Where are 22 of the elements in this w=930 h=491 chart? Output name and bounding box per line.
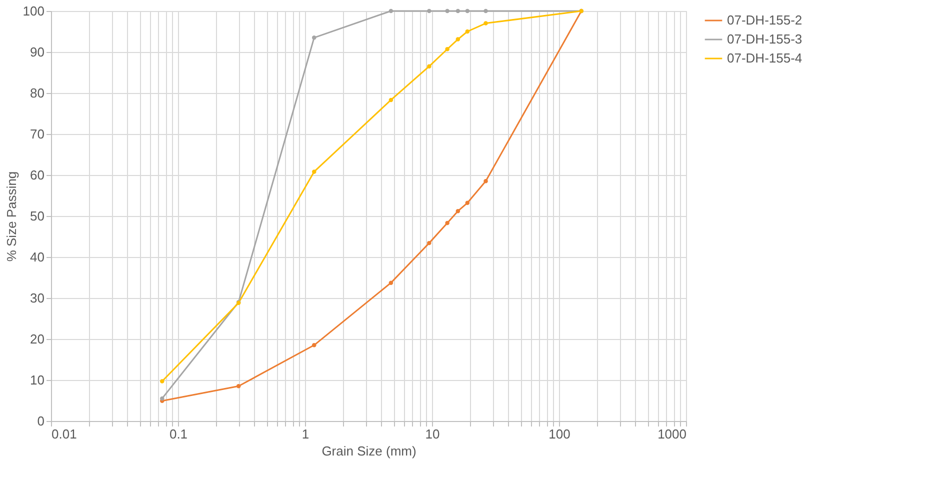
y-axis-title: % Size Passing — [4, 171, 19, 262]
y-tick-label: 0 — [37, 414, 44, 428]
y-tick-label: 50 — [30, 208, 44, 224]
y-tick-label: 70 — [30, 126, 44, 142]
y-tick-label: 30 — [30, 290, 44, 306]
y-tick-label: 10 — [30, 372, 44, 388]
y-tick-label: 90 — [30, 44, 44, 60]
x-tick-label: 1000 — [658, 426, 686, 442]
y-tick-label: 80 — [30, 86, 44, 100]
y-tick-label: 100 — [22, 4, 44, 18]
x-axis-title: Grain Size (mm) — [322, 444, 416, 458]
y-tick-label: 60 — [30, 168, 44, 182]
legend-label: 07-DH-155-4 — [727, 50, 802, 66]
x-tick-label: 0.1 — [169, 426, 188, 442]
legend-label: 07-DH-155-3 — [727, 32, 802, 46]
x-tick-label: 1 — [302, 426, 310, 442]
y-tick-label: 20 — [30, 332, 44, 346]
y-tick-label: 40 — [30, 250, 44, 264]
legend-label: 07-DH-155-2 — [727, 12, 802, 28]
x-tick-label: 100 — [548, 426, 570, 442]
x-tick-label: 0.01 — [52, 426, 77, 442]
x-tick-label: 10 — [425, 426, 440, 442]
